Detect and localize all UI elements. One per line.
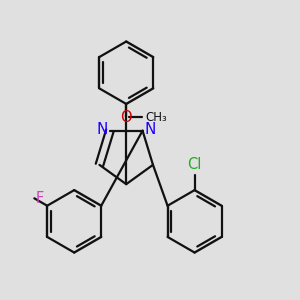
Text: N: N xyxy=(144,122,156,137)
Text: F: F xyxy=(36,191,44,206)
Text: Cl: Cl xyxy=(188,157,202,172)
Text: N: N xyxy=(97,122,108,137)
Text: O: O xyxy=(120,110,132,125)
Text: CH₃: CH₃ xyxy=(145,111,167,124)
